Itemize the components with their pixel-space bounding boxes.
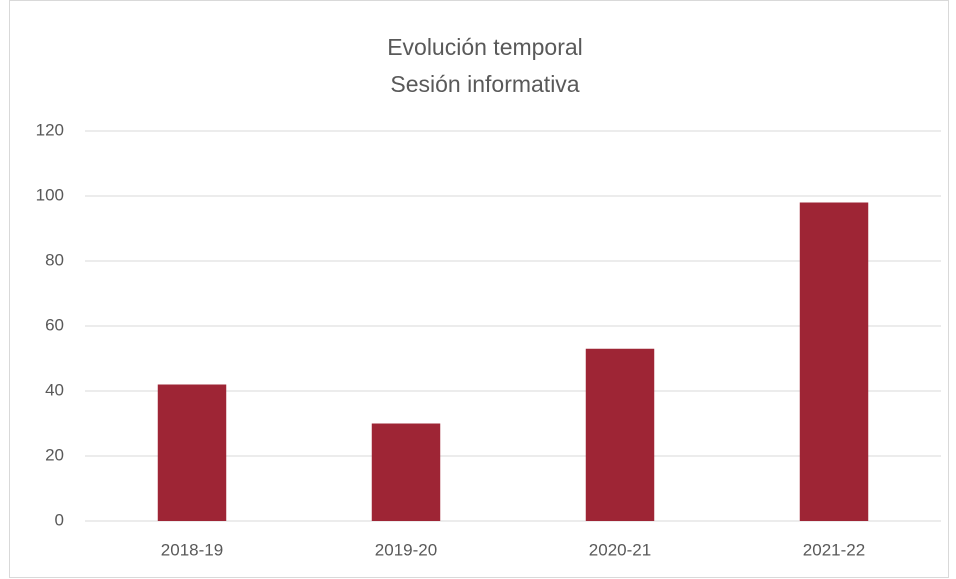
bar: [371, 423, 441, 521]
y-tick-label: 80: [45, 250, 64, 269]
y-tick-label: 120: [36, 120, 64, 139]
y-tick-label: 20: [45, 445, 64, 464]
y-tick-label: 60: [45, 315, 64, 334]
x-tick-label: 2020-21: [589, 540, 651, 559]
chart-title: Evolución temporal: [387, 34, 583, 60]
bar: [799, 202, 869, 521]
y-tick-label: 40: [45, 380, 64, 399]
bar: [157, 384, 227, 521]
x-tick-label: 2021-22: [803, 540, 865, 559]
x-tick-label: 2019-20: [375, 540, 437, 559]
chart-subtitle: Sesión informativa: [390, 71, 579, 97]
bar: [585, 348, 655, 521]
y-tick-label: 100: [36, 185, 64, 204]
y-tick-label: 0: [55, 510, 64, 529]
x-tick-label: 2018-19: [161, 540, 223, 559]
